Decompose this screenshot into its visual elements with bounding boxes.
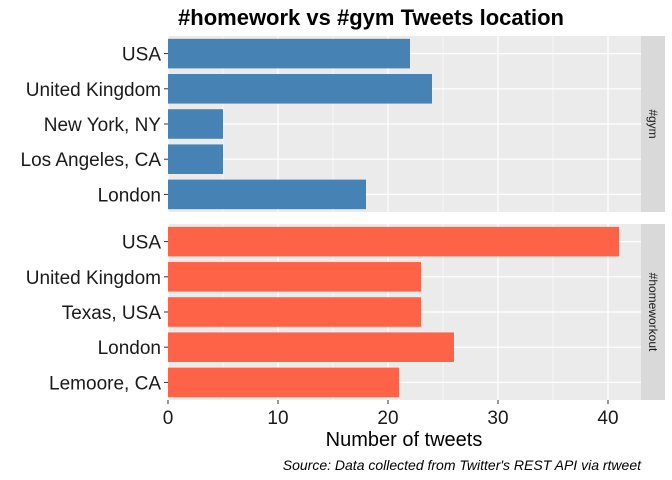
category-label: Lemoore, CA — [49, 373, 161, 394]
facet-strip — [641, 224, 665, 400]
x-tick-label: 0 — [163, 408, 174, 429]
x-tick-label: 30 — [487, 408, 508, 429]
category-label: USA — [122, 45, 161, 66]
bar — [168, 179, 366, 210]
category-label: London — [98, 338, 161, 359]
chart-caption: Source: Data collected from Twitter's RE… — [283, 457, 642, 473]
bar — [168, 297, 421, 327]
category-label: Los Angeles, CA — [21, 150, 162, 171]
category-label: London — [98, 185, 161, 206]
category-label: United Kingdom — [26, 268, 161, 289]
x-tick-label: 40 — [597, 408, 618, 429]
bar — [168, 332, 454, 362]
facet-strip — [641, 36, 665, 212]
bar — [168, 226, 619, 257]
bar — [168, 109, 223, 139]
category-label: United Kingdom — [26, 80, 161, 101]
x-axis-title: Number of tweets — [326, 429, 483, 451]
bar — [168, 144, 223, 174]
bar — [168, 262, 421, 292]
panels-group: USA United Kingdom New York, NY Los Angeles… — [21, 36, 665, 400]
facet-strip-label: #homeworkout — [646, 273, 660, 352]
bar — [168, 367, 399, 398]
bar — [168, 38, 410, 69]
panel-2: USA United Kingdom Texas, USA London Lemoore… — [26, 224, 665, 400]
category-label: USA — [122, 233, 161, 254]
x-axis: 0 10 20 30 40 — [163, 400, 619, 429]
x-tick-label: 20 — [377, 408, 398, 429]
chart-title: #homework vs #gym Tweets location — [178, 5, 564, 30]
category-label: Texas, USA — [62, 303, 162, 324]
category-label: New York, NY — [44, 115, 162, 136]
facet-strip-label: #gym — [646, 109, 660, 138]
x-tick-label: 10 — [267, 408, 288, 429]
panel-1: USA United Kingdom New York, NY Los Angeles… — [21, 36, 665, 212]
bar — [168, 74, 432, 104]
